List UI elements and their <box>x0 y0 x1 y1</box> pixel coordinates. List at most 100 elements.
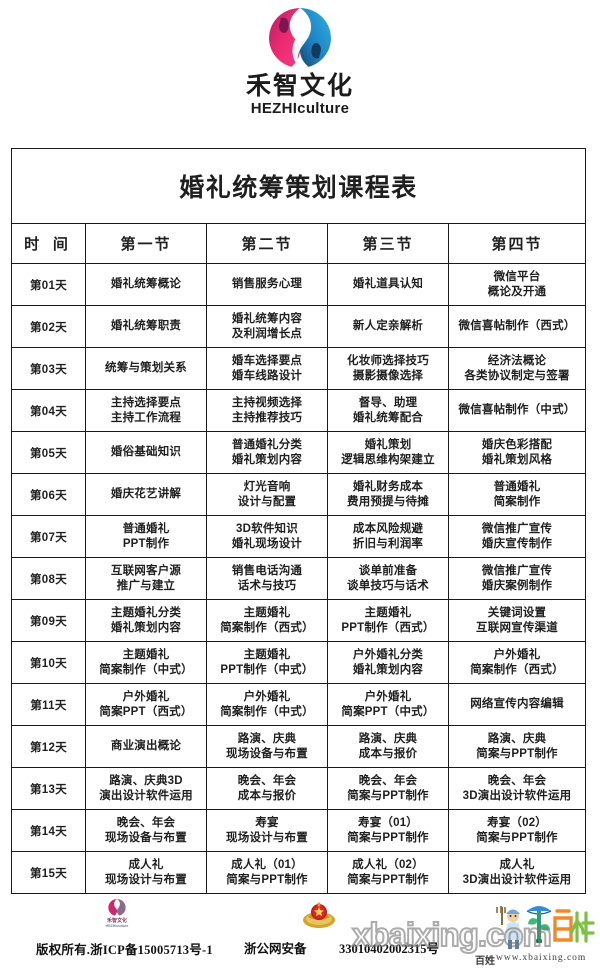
copyright-text: 版权所有.浙ICP备15005713号-1 <box>36 943 213 957</box>
course-cell-period-4: 微信推广宣传 婚庆案例制作 <box>448 557 586 600</box>
course-cell-line: 现场设计与布置 <box>105 873 187 886</box>
brand-name-cn: 禾智文化 <box>245 72 354 100</box>
course-cell-period-3: 路演、庆典 成本与报价 <box>327 725 449 768</box>
course-cell-line: 摄影摄像选择 <box>352 369 424 382</box>
course-cell-period-3: 化妆师选择技巧 摄影摄像选择 <box>327 347 449 390</box>
course-cell-period-4: 晚会、年会 3D演出设计软件运用 <box>448 767 586 810</box>
course-cell-period-1: 互联网客户源 推广与建立 <box>85 557 207 600</box>
table-row: 第15天 成人礼 现场设计与布置 成人礼（01） 简案与PPT制作 成人礼（02） 简案与P… <box>11 851 586 894</box>
course-cell-period-1: 户外婚礼简案PPT（西式） <box>85 683 207 726</box>
course-cell-line: 婚庆案例制作 <box>481 579 553 592</box>
course-cell-line: PPT制作 <box>122 537 170 550</box>
course-cell-period-1: 婚庆花艺讲解 <box>85 473 207 516</box>
course-cell-line: 推广与建立 <box>116 579 176 592</box>
table-title-row: 婚礼统筹策划课程表 <box>11 148 586 224</box>
course-cell-line: 简案PPT（西式） <box>99 705 193 718</box>
course-cell-line: 统筹与策划关系 <box>105 362 187 374</box>
course-cell-line: 折旧与利润率 <box>352 537 424 550</box>
table-row: 第14天 晚会、年会 现场设备与布置 寿宴 现场设计与布置 寿宴（01） 简案与PPT制作寿… <box>11 809 586 852</box>
course-cell-line: 各类协议制定与签署 <box>464 369 570 382</box>
course-cell-line: 演出设计软件运用 <box>99 789 193 802</box>
course-cell-line: PPT制作（西式） <box>341 621 435 634</box>
column-header-time: 时 间 <box>11 223 86 264</box>
course-cell-line: 普通婚礼分类 <box>231 438 303 451</box>
beian-number: 33010402002315号 <box>339 942 440 956</box>
course-cell-line: 婚礼策划风格 <box>481 453 553 466</box>
course-cell-period-4: 网络宣传内容编辑 <box>448 683 586 726</box>
course-cell-line: 微信推广宣传 <box>481 564 553 577</box>
course-cell-line: 婚礼道具认知 <box>352 278 424 290</box>
course-cell-line: 婚俗基础知识 <box>110 446 182 458</box>
course-cell-period-1: 路演、庆典3D 演出设计软件运用 <box>85 767 207 810</box>
course-cell-line: 现场设备与布置 <box>226 747 308 760</box>
table-row: 第06天 婚庆花艺讲解 灯光音响 设计与配置 婚礼财务成本 费用预提与待摊 普通婚礼 简案制作 <box>11 473 586 516</box>
course-cell-line: 路演、庆典 <box>358 732 418 745</box>
column-header-period-3: 第三节 <box>327 223 449 264</box>
course-cell-line: 晚会、年会 <box>116 816 176 829</box>
course-cell-line: 3D演出设计软件运用 <box>462 789 572 802</box>
course-cell-period-3: 主题婚礼 PPT制作（西式） <box>327 599 449 642</box>
course-cell-line: 主题婚礼 <box>122 648 170 661</box>
course-cell-line: 户外婚礼 <box>122 690 170 703</box>
course-cell-period-1: 婚礼统筹职责 <box>85 305 207 348</box>
course-cell-period-1: 婚俗基础知识 <box>85 431 207 474</box>
course-cell-line: 话术与技巧 <box>237 579 297 592</box>
course-cell-line: 路演、庆典 <box>487 732 547 745</box>
day-label: 第05天 <box>11 431 86 474</box>
course-cell-period-3: 婚礼财务成本 费用预提与待摊 <box>327 473 449 516</box>
course-cell-line: 户外婚礼 <box>493 648 541 661</box>
page-title: 婚礼统筹策划课程表 <box>11 148 586 224</box>
day-label: 第11天 <box>11 683 86 726</box>
course-cell-line: 婚庆色彩搭配 <box>481 438 553 451</box>
course-cell-period-2: 婚礼统筹内容 及利润增长点 <box>206 305 328 348</box>
course-cell-period-2: 3D软件知识 婚礼现场设计 <box>206 515 328 558</box>
day-label: 第13天 <box>11 767 86 810</box>
course-cell-line: 婚礼策划内容 <box>352 663 424 676</box>
course-cell-line: 婚庆宣传制作 <box>481 537 553 550</box>
course-cell-line: 晚会、年会 <box>237 774 297 787</box>
day-label: 第10天 <box>11 641 86 684</box>
table-row: 第03天 统筹与策划关系 婚车选择要点 婚车线路设计 化妆师选择技巧 摄影摄像选择 经济法概… <box>11 347 586 390</box>
course-cell-period-1: 主题婚礼分类 婚礼策划内容 <box>85 599 207 642</box>
table-row: 第09天 主题婚礼分类 婚礼策划内容 主题婚礼 简案制作（西式） 主题婚礼 PPT制作（西式… <box>11 599 586 642</box>
course-cell-period-4: 婚庆色彩搭配 婚礼策划风格 <box>448 431 586 474</box>
course-cell-line: 婚车选择要点 <box>231 354 303 367</box>
course-cell-line: 普通婚礼 <box>122 522 170 535</box>
course-cell-line: 关键词设置 <box>487 606 547 619</box>
course-cell-period-2: 成人礼（01） 简案与PPT制作 <box>206 851 328 894</box>
course-cell-line: 简案与PPT制作 <box>347 831 429 844</box>
column-header-period-1: 第一节 <box>85 223 207 264</box>
course-cell-period-3: 户外婚礼 简案PPT（中式） <box>327 683 449 726</box>
course-cell-line: 新人定亲解析 <box>352 320 424 332</box>
course-cell-line: 主题婚礼 <box>243 606 291 619</box>
course-cell-line: 费用预提与待摊 <box>347 495 429 508</box>
day-label: 第04天 <box>11 389 86 432</box>
course-cell-line: 及利润增长点 <box>231 327 303 340</box>
course-cell-line: 晚会、年会 <box>487 774 547 787</box>
course-cell-line: 微信推广宣传 <box>481 522 553 535</box>
table-row: 第10天 主题婚礼 简案制作（中式） 主题婚礼 PPT制作（中式） 户外婚礼分类 婚礼策划内… <box>11 641 586 684</box>
course-cell-line: 简案与PPT制作 <box>476 831 558 844</box>
partner-url: www.xbaixing.com <box>496 953 587 963</box>
course-cell-period-2: 主持视频选择 主持推荐技巧 <box>206 389 328 432</box>
course-cell-period-3: 督导、助理 婚礼统筹配合 <box>327 389 449 432</box>
course-cell-period-1: 商业演出概论 <box>85 725 207 768</box>
course-cell-line: 成本与报价 <box>237 789 297 802</box>
course-cell-line: 婚礼策划内容 <box>231 453 303 466</box>
day-label: 第06天 <box>11 473 86 516</box>
course-cell-line: 简案制作（中式） <box>99 663 193 676</box>
course-cell-period-1: 晚会、年会 现场设备与布置 <box>85 809 207 852</box>
table-row: 第01天 婚礼统筹概论 销售服务心理 婚礼道具认知 微信平台 概论及开通 <box>11 263 586 306</box>
course-cell-line: 户外婚礼分类 <box>352 648 424 661</box>
course-cell-line: 普通婚礼 <box>493 480 541 493</box>
course-cell-period-3: 谈单前准备 谈单技巧与话术 <box>327 557 449 600</box>
course-cell-period-3: 成人礼（02） 简案与PPT制作 <box>327 851 449 894</box>
table-row: 第12天 商业演出概论 路演、庆典 现场设备与布置 路演、庆典 成本与报价 路演、庆典 简案与… <box>11 725 586 768</box>
table-row: 第02天 婚礼统筹职责 婚礼统筹内容 及利润增长点 新人定亲解析 微信喜帖制作（西式） <box>11 305 586 348</box>
column-header-period-2: 第二节 <box>206 223 328 264</box>
day-label: 第15天 <box>11 851 86 894</box>
course-cell-line: 户外婚礼 <box>243 690 291 703</box>
course-cell-line: 路演、庆典3D <box>109 774 183 787</box>
partner-name-cn: 百姓 <box>475 956 495 967</box>
course-cell-line: 成人礼（02） <box>352 858 424 871</box>
